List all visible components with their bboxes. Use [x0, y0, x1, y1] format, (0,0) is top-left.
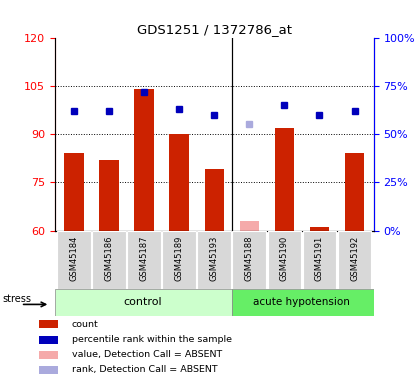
Bar: [338, 231, 371, 289]
Text: percentile rank within the sample: percentile rank within the sample: [72, 335, 232, 344]
Bar: [39, 366, 58, 374]
Bar: [232, 289, 374, 316]
Bar: [134, 89, 154, 231]
Text: rank, Detection Call = ABSENT: rank, Detection Call = ABSENT: [72, 365, 218, 374]
Bar: [162, 231, 196, 289]
Text: GSM45193: GSM45193: [210, 236, 219, 281]
Bar: [64, 153, 84, 231]
Text: GSM45191: GSM45191: [315, 236, 324, 281]
Text: count: count: [72, 320, 99, 328]
Text: GSM45192: GSM45192: [350, 236, 359, 281]
Text: GSM45186: GSM45186: [105, 236, 113, 281]
Text: GSM45188: GSM45188: [245, 236, 254, 281]
Text: value, Detection Call = ABSENT: value, Detection Call = ABSENT: [72, 350, 222, 359]
Bar: [268, 231, 301, 289]
Text: GSM45190: GSM45190: [280, 236, 289, 281]
Title: GDS1251 / 1372786_at: GDS1251 / 1372786_at: [136, 23, 292, 36]
Bar: [39, 351, 58, 359]
Text: stress: stress: [3, 294, 32, 304]
Bar: [127, 231, 161, 289]
Bar: [275, 128, 294, 231]
Text: GSM45187: GSM45187: [139, 236, 149, 281]
Bar: [232, 231, 266, 289]
Bar: [55, 289, 232, 316]
Text: control: control: [123, 297, 162, 307]
Bar: [310, 227, 329, 231]
Bar: [240, 221, 259, 231]
Bar: [99, 160, 118, 231]
Bar: [302, 231, 336, 289]
Bar: [92, 231, 126, 289]
Bar: [205, 170, 224, 231]
Bar: [170, 134, 189, 231]
Text: GSM45189: GSM45189: [175, 236, 184, 281]
Bar: [197, 231, 231, 289]
Bar: [39, 320, 58, 328]
Bar: [39, 336, 58, 344]
Text: GSM45184: GSM45184: [69, 236, 79, 281]
Text: acute hypotension: acute hypotension: [253, 297, 350, 307]
Bar: [345, 153, 364, 231]
Bar: [57, 231, 91, 289]
